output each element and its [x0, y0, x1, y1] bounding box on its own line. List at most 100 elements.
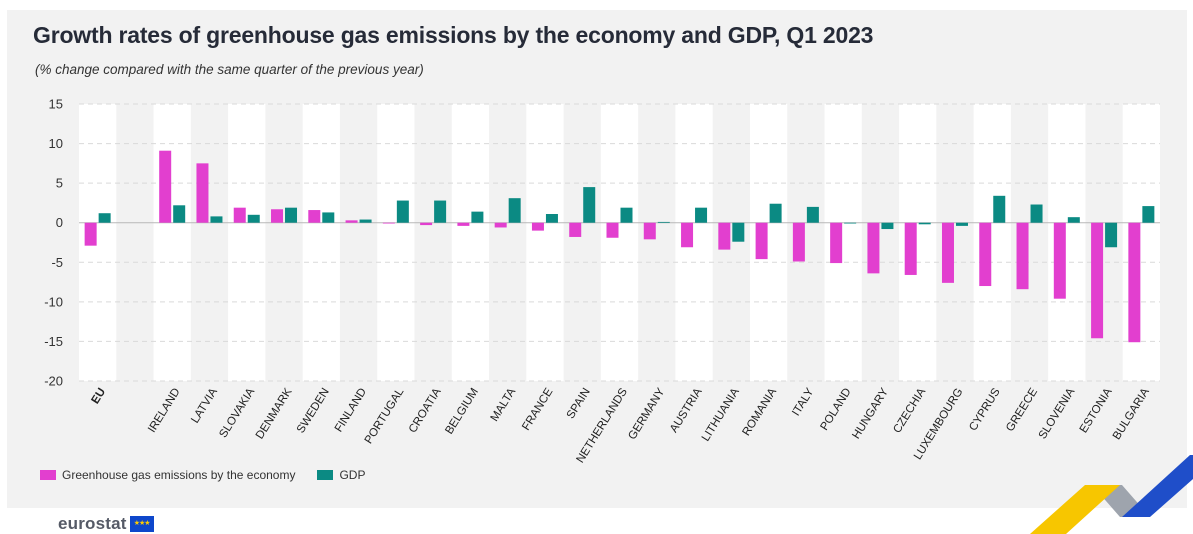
bar-emissions [196, 163, 209, 223]
bar-gdp [1142, 206, 1155, 223]
column-band [675, 104, 713, 381]
chart-subtitle: (% change compared with the same quarter… [35, 62, 424, 77]
bar-gdp [881, 222, 894, 230]
bar-emissions [569, 222, 582, 237]
x-tick-label: SLOVENIA [1037, 386, 1078, 441]
x-tick-label: BULGARIA [1111, 386, 1152, 442]
bar-emissions [830, 222, 843, 264]
bar-emissions [1128, 222, 1141, 343]
eurostat-logo: eurostat ★★★ [58, 514, 154, 534]
bar-emissions [1016, 222, 1029, 290]
y-tick-label: 10 [49, 136, 63, 151]
x-tick-label: FINLAND [333, 386, 369, 434]
x-tick-label: DENMARK [254, 386, 295, 441]
x-tick-label: MALTA [489, 386, 519, 424]
deco-blue-shape [1122, 455, 1193, 517]
y-tick-label: -20 [44, 374, 63, 389]
x-tick-label: CZECHIA [891, 386, 928, 435]
x-tick-label: EU [90, 386, 109, 406]
bar-gdp [583, 187, 596, 223]
bar-gdp [434, 200, 447, 223]
x-tick-label: IRELAND [146, 386, 183, 435]
x-tick-label: FRANCE [520, 386, 555, 433]
x-tick-label: ITALY [790, 386, 816, 418]
chart-title: Growth rates of greenhouse gas emissions… [33, 22, 874, 48]
decorative-chevron-graphic [1030, 455, 1193, 534]
column-band [451, 104, 490, 381]
bar-gdp [396, 200, 409, 223]
bar-gdp [806, 206, 819, 223]
bar-emissions [681, 222, 694, 248]
bar-emissions [941, 222, 954, 283]
column-band [79, 104, 117, 381]
column-band [749, 104, 788, 381]
bar-emissions [1053, 222, 1066, 299]
x-tick-label: GREECE [1004, 386, 1040, 434]
column-band [377, 104, 415, 381]
x-tick-label: ROMANIA [741, 386, 780, 438]
bar-gdp [1105, 222, 1118, 248]
bar-gdp [955, 222, 968, 226]
bar-gdp [695, 207, 708, 223]
bar-gdp [918, 222, 931, 225]
bar-gdp [322, 212, 335, 223]
eu-flag-icon: ★★★ [129, 516, 154, 532]
x-tick-label: LATVIA [189, 386, 220, 426]
column-band [824, 104, 862, 381]
bar-gdp [173, 205, 186, 223]
legend-swatch-emissions [40, 470, 56, 480]
y-tick-label: -5 [51, 255, 63, 270]
legend-item-gdp: GDP [317, 468, 365, 482]
bar-gdp [210, 216, 223, 223]
x-tick-label: HUNGARY [850, 386, 891, 441]
bar-gdp [657, 221, 670, 223]
column-band [302, 104, 340, 381]
bar-emissions [643, 222, 656, 240]
bar-gdp [508, 198, 521, 223]
bar-gdp [993, 195, 1006, 223]
bar-gdp [1030, 204, 1043, 223]
column-band [153, 104, 191, 381]
x-tick-label: AUSTRIA [668, 386, 705, 435]
bar-gdp [769, 203, 782, 223]
x-tick-label: GERMANY [626, 386, 667, 442]
bar-gdp [545, 214, 558, 223]
bar-emissions [792, 222, 805, 262]
bar-emissions [308, 210, 321, 223]
y-tick-label: -15 [44, 334, 63, 349]
legend: Greenhouse gas emissions by the economy … [40, 468, 387, 482]
bar-gdp [471, 211, 484, 223]
bar-emissions [382, 222, 395, 224]
legend-label-gdp: GDP [339, 468, 366, 482]
x-tick-label: SPAIN [565, 386, 593, 421]
bar-gdp [359, 219, 372, 223]
bar-emissions [345, 220, 358, 223]
legend-swatch-gdp [317, 470, 334, 480]
column-band [228, 104, 266, 381]
deco-yellow-shape [1030, 485, 1120, 534]
x-tick-label: PORTUGAL [363, 386, 407, 446]
bar-emissions [718, 222, 731, 250]
bar-gdp [620, 207, 633, 223]
x-tick-label: POLAND [818, 386, 853, 432]
x-tick-label: SLOVAKIA [217, 386, 257, 440]
bar-emissions [755, 222, 768, 260]
column-band [1048, 104, 1086, 381]
y-tick-label: 0 [56, 215, 63, 230]
x-tick-label: SWEDEN [295, 386, 332, 435]
bar-emissions [979, 222, 992, 287]
column-band [526, 104, 564, 381]
bar-emissions [159, 150, 172, 223]
x-tick-label: ESTONIA [1078, 386, 1115, 435]
bar-emissions [457, 222, 470, 226]
bar-gdp [98, 213, 111, 223]
x-tick-label: LITHUANIA [700, 386, 742, 444]
bar-emissions [1091, 222, 1104, 339]
column-band [973, 104, 1011, 381]
y-tick-label: 5 [56, 176, 63, 191]
x-tick-label: CROATIA [407, 386, 444, 435]
bar-gdp [285, 207, 298, 223]
bar-gdp [732, 222, 745, 242]
bar-emissions [271, 209, 284, 223]
